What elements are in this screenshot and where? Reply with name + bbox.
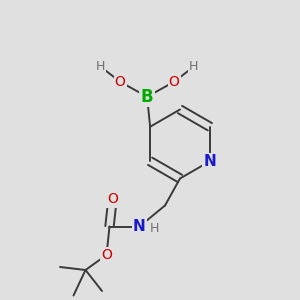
Text: O: O	[101, 248, 112, 262]
Text: N: N	[203, 154, 216, 169]
Text: O: O	[107, 193, 118, 206]
Text: N: N	[133, 219, 146, 234]
Text: H: H	[189, 60, 198, 73]
Text: H: H	[96, 60, 105, 73]
Text: B: B	[141, 88, 153, 106]
Text: O: O	[169, 75, 180, 89]
Text: O: O	[115, 75, 126, 89]
Text: H: H	[150, 221, 159, 235]
